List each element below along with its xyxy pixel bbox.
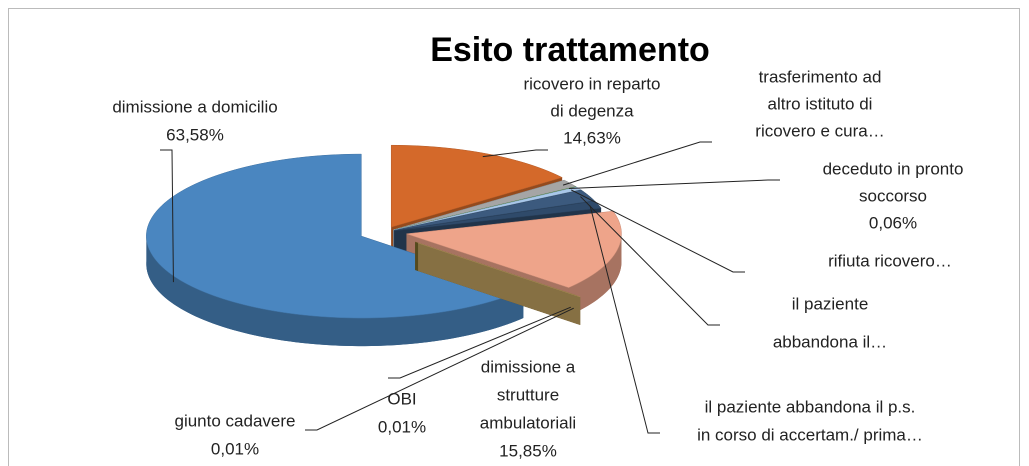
pie [146, 144, 622, 347]
slice-label: abbandona il… [773, 332, 887, 351]
value-label: 63,58% [166, 125, 224, 144]
slice-label: altro istituto di [768, 94, 873, 113]
slice [393, 189, 595, 231]
leader-line [580, 196, 720, 326]
leader-line [589, 205, 660, 434]
slice-wall [568, 233, 622, 316]
leader-line [568, 179, 780, 189]
slice-label: rifiuta ricovero… [828, 251, 952, 270]
leader-line [388, 306, 571, 379]
slice-label: strutture [497, 385, 559, 404]
slice-wall [146, 236, 524, 347]
slice-label: trasferimento ad [759, 67, 882, 86]
slice-label: OBI [387, 389, 416, 408]
slice-label: soccorso [859, 186, 927, 205]
slice-side [418, 243, 581, 325]
value-label: 15,85% [499, 441, 557, 460]
slice [406, 210, 622, 288]
slice-label: deceduto in pronto [823, 159, 964, 178]
slice-label: giunto cadavere [175, 411, 296, 430]
value-label: 14,63% [563, 128, 621, 147]
slice-label: ricovero in reparto [523, 74, 660, 93]
value-label: 0,01% [378, 417, 426, 436]
slice-label: il paziente [792, 294, 869, 313]
slice-label: in corso di accertam./ prima… [697, 425, 923, 444]
leader-line [570, 189, 745, 273]
leader-line [160, 149, 174, 283]
slice-label: dimissione a [481, 357, 576, 376]
slice [146, 153, 525, 319]
slice-label: ambulatoriali [480, 413, 576, 432]
slice [394, 200, 602, 232]
leader-line [562, 141, 712, 186]
leader-line [482, 149, 548, 158]
value-label: 0,01% [211, 439, 259, 458]
chart-title: Esito trattamento [430, 31, 710, 69]
slice-label: dimissione a domicilio [112, 97, 277, 116]
slice-label: ricovero e cura… [755, 121, 884, 140]
leader-line [305, 307, 574, 431]
slice-label: di degenza [550, 101, 634, 120]
labels: ricovero in reparto di degenza 14,63% trasf… [112, 67, 963, 460]
slice-label: il paziente abbandona il p.s. [705, 397, 916, 416]
slice [390, 144, 563, 228]
value-label: 0,06% [869, 213, 917, 232]
slice [418, 242, 581, 298]
